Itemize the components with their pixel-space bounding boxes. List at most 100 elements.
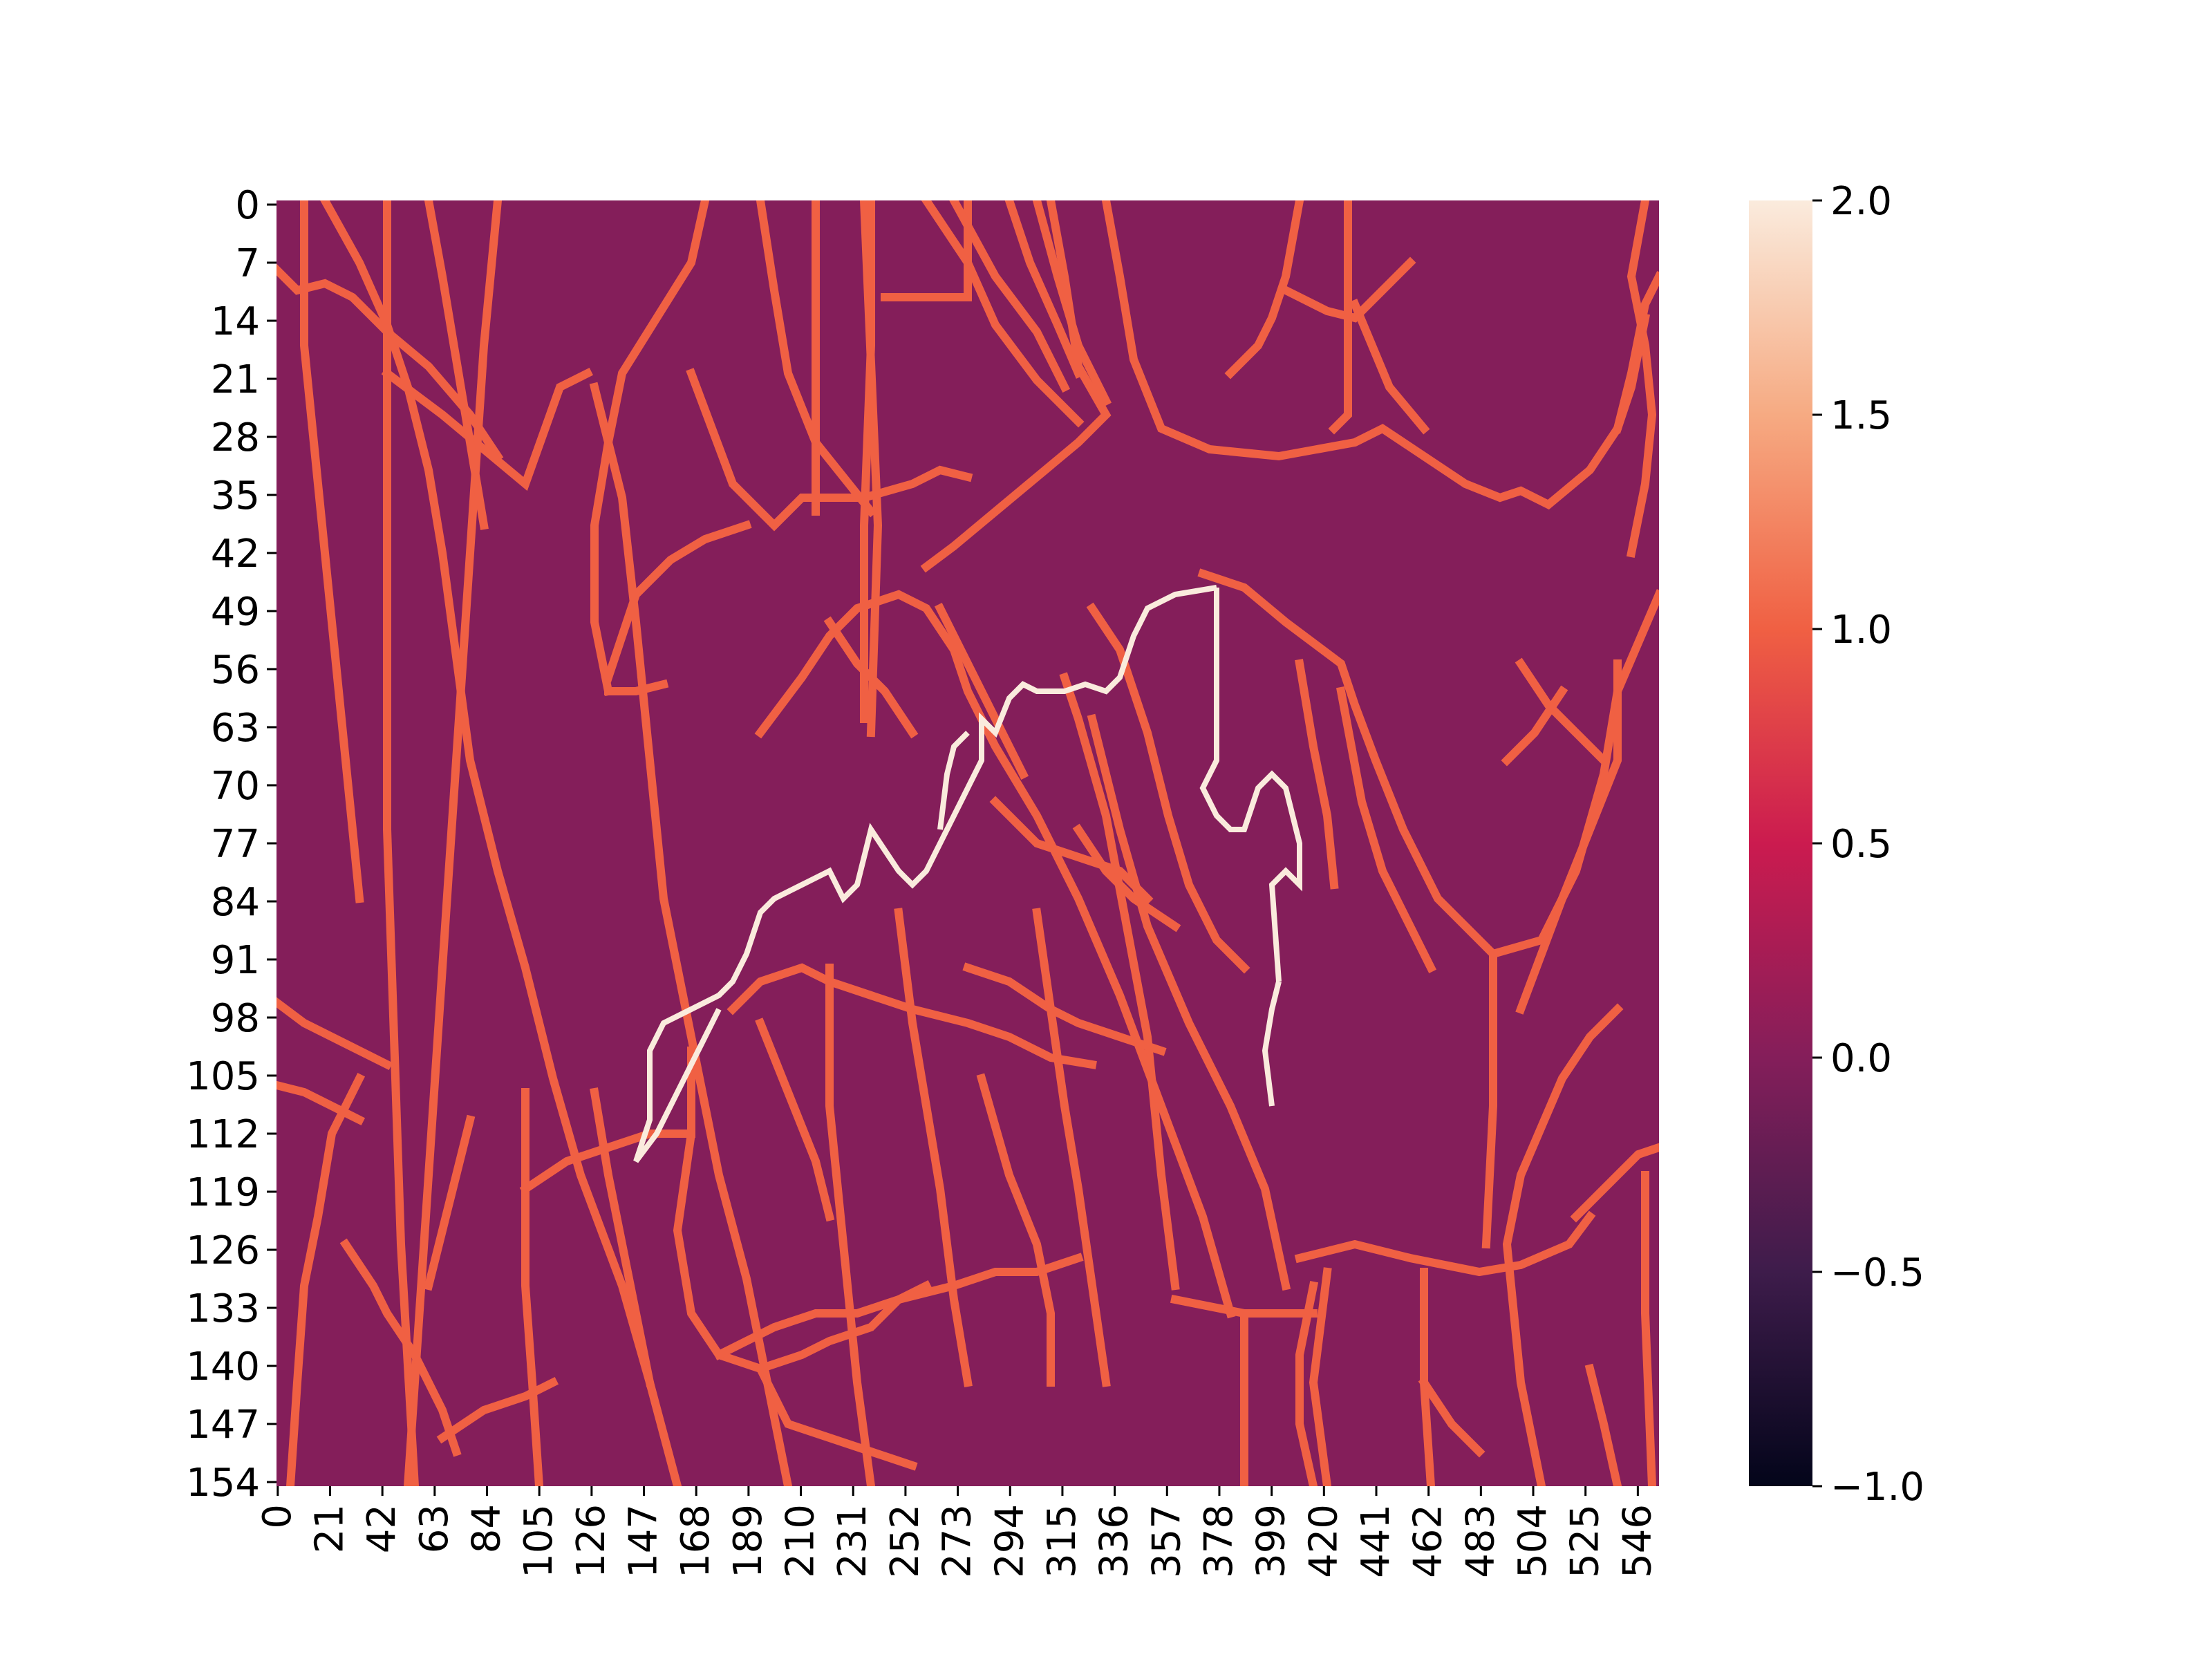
edge-trace-value-1 bbox=[1087, 713, 1291, 1291]
edge-trace-value-1 bbox=[727, 963, 1097, 1069]
edge-trace-value-1 bbox=[285, 1072, 366, 1486]
y-tick-label: 56 bbox=[211, 648, 260, 693]
colorbar-ticks: 2.0 1.5 1.0 0.5 0.0 −0.5 −1.0 bbox=[1812, 179, 1924, 1510]
edge-trace-value-1 bbox=[1641, 1171, 1657, 1486]
x-tick-label: 483 bbox=[1458, 1504, 1503, 1578]
edge-trace-value-1 bbox=[713, 1253, 1084, 1361]
colorbar: 2.0 1.5 1.0 0.5 0.0 −0.5 −1.0 bbox=[1749, 179, 1924, 1510]
edge-trace-value-1 bbox=[1295, 659, 1339, 890]
x-tick-label: 42 bbox=[359, 1504, 404, 1553]
edge-trace-value-1 bbox=[686, 368, 973, 532]
edge-trace-value-1 bbox=[989, 796, 1154, 905]
edge-trace-value-1 bbox=[754, 590, 1236, 1319]
x-tick-label: 168 bbox=[673, 1504, 718, 1578]
edge-trace-value-1 bbox=[276, 997, 393, 1071]
x-tick-label: 504 bbox=[1510, 1504, 1555, 1578]
edge-trace-value-1 bbox=[1328, 200, 1352, 435]
edge-trace-value-1 bbox=[423, 1114, 476, 1291]
edge-trace-value-1 bbox=[1294, 1210, 1596, 1277]
y-tick-label: 112 bbox=[186, 1112, 260, 1157]
edge-trace-value-1 bbox=[1224, 200, 1304, 379]
edge-trace-value-1 bbox=[276, 1080, 366, 1126]
edge-trace-value-1 bbox=[381, 367, 594, 491]
y-tick-label: 154 bbox=[186, 1461, 260, 1506]
edge-trace-value-1 bbox=[1280, 256, 1416, 323]
edge-trace-value-1 bbox=[756, 200, 877, 518]
x-tick-label: 399 bbox=[1249, 1504, 1294, 1578]
x-tick-label: 126 bbox=[569, 1504, 614, 1578]
y-tick-label: 133 bbox=[186, 1286, 260, 1331]
edge-trace-value-1 bbox=[300, 200, 364, 903]
x-tick-label: 357 bbox=[1144, 1504, 1189, 1578]
y-tick-label: 91 bbox=[211, 938, 260, 983]
colorbar-tick-label: 2.0 bbox=[1830, 179, 1892, 224]
edge-trace-value-1 bbox=[1481, 950, 1497, 1249]
edge-trace-value-1 bbox=[1004, 200, 1084, 379]
y-tick-label: 14 bbox=[211, 299, 260, 344]
edge-trace-value-1 bbox=[1515, 657, 1610, 767]
colorbar-tick-label: 0.5 bbox=[1830, 822, 1892, 867]
y-tick-label: 119 bbox=[186, 1170, 260, 1215]
edge-trace-value-1 bbox=[1501, 685, 1568, 767]
x-tick-label: 189 bbox=[726, 1504, 771, 1578]
x-axis: 0 21 42 63 84 105 126 147 168 189 210 231 252 273 294 3… bbox=[255, 1486, 1660, 1578]
x-tick-label: 147 bbox=[621, 1504, 666, 1578]
edge-trace-value-1 bbox=[590, 200, 710, 697]
y-tick-label: 0 bbox=[235, 183, 260, 228]
edge-trace-value-1 bbox=[934, 602, 1029, 780]
edge-trace-value-1 bbox=[949, 200, 1071, 393]
y-tick-label: 126 bbox=[186, 1228, 260, 1273]
x-tick-label: 378 bbox=[1197, 1504, 1241, 1578]
colorbar-tick-label: 1.0 bbox=[1830, 608, 1892, 653]
y-tick-label: 84 bbox=[211, 880, 260, 925]
x-tick-label: 210 bbox=[778, 1504, 823, 1578]
edge-trace-value-1 bbox=[521, 1088, 544, 1486]
edge-trace-value-1 bbox=[1612, 312, 1651, 434]
heatmap-background bbox=[276, 200, 1659, 1486]
y-tick-label: 147 bbox=[186, 1403, 260, 1447]
y-tick-label: 21 bbox=[211, 357, 260, 402]
x-tick-label: 525 bbox=[1563, 1504, 1608, 1578]
edge-trace-value-1 bbox=[403, 200, 503, 1486]
edge-trace-value-1 bbox=[1502, 1003, 1624, 1486]
edge-trace-value-1 bbox=[1584, 1363, 1622, 1486]
edge-trace-value-1 bbox=[424, 200, 489, 530]
edge-trace-value-1 bbox=[1515, 659, 1622, 1015]
edge-trace-value-1 bbox=[1570, 1143, 1659, 1223]
y-tick-label: 49 bbox=[211, 590, 260, 635]
edge-trace-value-1 bbox=[1086, 602, 1250, 974]
x-tick-label: 336 bbox=[1092, 1504, 1137, 1578]
y-axis: 0 7 14 21 28 35 42 49 56 63 70 77 84 91 98 105 112 119 126… bbox=[186, 183, 276, 1506]
x-tick-label: 0 bbox=[255, 1504, 300, 1529]
edge-trace-value-1 bbox=[976, 1073, 1055, 1387]
edge-trace-value-1 bbox=[1349, 299, 1430, 435]
edge-trace-value-1 bbox=[859, 200, 883, 738]
y-tick-label: 28 bbox=[211, 415, 260, 460]
x-tick-label: 252 bbox=[883, 1504, 928, 1578]
edge-trace-value-1 bbox=[1418, 1376, 1485, 1458]
y-tick-label: 140 bbox=[186, 1344, 260, 1389]
edge-trace-value-1 bbox=[894, 908, 973, 1387]
edge-traces bbox=[276, 200, 1659, 1486]
edge-trace-value-1 bbox=[519, 1130, 695, 1195]
edge-trace-value-1 bbox=[1197, 568, 1659, 959]
x-tick-label: 273 bbox=[935, 1504, 980, 1578]
x-tick-label: 462 bbox=[1406, 1504, 1451, 1578]
edge-trace-value-1 bbox=[1626, 200, 1657, 559]
colorbar-tick-label: 1.5 bbox=[1830, 393, 1892, 438]
edge-trace-value-2 bbox=[1262, 981, 1282, 1107]
edge-trace-value-1 bbox=[383, 200, 420, 1486]
x-tick-label: 294 bbox=[987, 1504, 1032, 1578]
y-tick-label: 35 bbox=[211, 474, 260, 518]
x-tick-label: 84 bbox=[465, 1504, 509, 1553]
edge-trace-value-1 bbox=[921, 200, 1085, 428]
edge-trace-value-1 bbox=[1059, 672, 1180, 1291]
edge-trace-value-1 bbox=[881, 200, 972, 301]
edge-trace-value-1 bbox=[1072, 823, 1181, 932]
edge-trace-value-1 bbox=[1295, 1280, 1319, 1486]
edge-trace-value-1 bbox=[604, 679, 669, 695]
edge-trace-value-1 bbox=[823, 616, 919, 739]
x-tick-label: 315 bbox=[1040, 1504, 1085, 1578]
edge-trace-value-1 bbox=[754, 1362, 918, 1471]
